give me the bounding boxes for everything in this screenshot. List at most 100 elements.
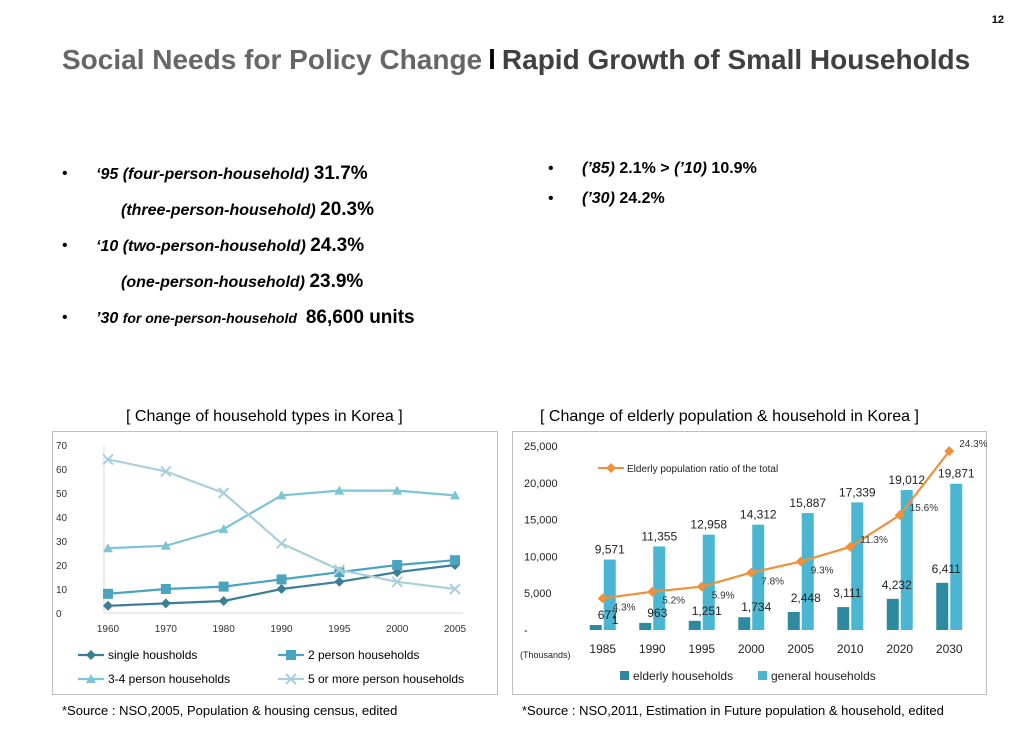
legend-item: Elderly population ratio of the total: [598, 463, 778, 475]
legend-marker: [86, 650, 96, 660]
legend-item: single housholds: [78, 648, 197, 662]
y-tick-label: 30: [56, 537, 68, 548]
bar-elderly-households: [639, 622, 652, 630]
bar-label-general: 11,355: [641, 529, 677, 543]
x-tick-label: 2030: [936, 642, 963, 656]
bar-label-elderly: 2,448: [791, 591, 821, 605]
title-separator: l: [488, 44, 496, 75]
data-point: [276, 574, 287, 585]
bar-general-households: [653, 546, 666, 630]
bullet-item: ‘95 (four-person-household) 31.7%: [62, 160, 415, 196]
data-point: [218, 581, 229, 592]
bar-label-general: 19,871: [938, 467, 975, 481]
bar-label-elderly: 963: [647, 606, 667, 620]
y-tick-label: 20: [56, 561, 68, 572]
bar-label-general: 17,339: [839, 485, 876, 499]
data-point: [160, 598, 171, 609]
bar-label-elderly: 4,232: [882, 578, 912, 592]
data-point: [944, 446, 955, 457]
bullet-item: (one-person-household) 23.9%: [121, 271, 364, 292]
x-tick-label: 1980: [213, 624, 236, 635]
x-tick-label: 1970: [155, 624, 178, 635]
data-point: [218, 596, 229, 606]
x-tick-label: 1960: [97, 624, 120, 635]
unit-label: (Thousands): [520, 650, 571, 660]
y-tick-label: 5,000: [524, 588, 552, 600]
data-point: [845, 541, 856, 552]
data-point: [647, 586, 658, 597]
ratio-label: 5.9%: [712, 591, 735, 602]
chart-title-left: [ Change of household types in Korea ]: [126, 408, 403, 425]
bar-label-general: 12,958: [690, 518, 727, 532]
series-line-elderly-ratio: [602, 450, 951, 600]
data-point: [102, 453, 114, 466]
legend-item: elderly households: [620, 669, 733, 683]
bar-general-households: [851, 502, 864, 630]
bar-label-general: 14,312: [740, 508, 777, 522]
y-tick-label: 15,000: [524, 515, 558, 527]
legend-item: 2 person households: [278, 648, 419, 662]
ratio-label: 9.3%: [811, 566, 834, 577]
bar-general-households: [900, 490, 913, 630]
bar-elderly-households: [688, 620, 701, 630]
bar-label-elderly: 6,411: [932, 562, 961, 576]
elderly-population-bar-chart: - 5,000 10,000 15,000 20,000 25,000 (Thousands…: [512, 431, 987, 695]
source-note-right: *Source : NSO,2011, Estimation in Future…: [522, 703, 944, 718]
legend-label: 5 or more person households: [308, 672, 464, 686]
x-tick-label: 2000: [386, 624, 409, 635]
data-point: [392, 485, 403, 495]
data-point: [103, 543, 113, 553]
bar-general-households: [801, 513, 814, 630]
legend-marker: [286, 650, 296, 660]
title-sub: Rapid Growth of Small Households: [501, 44, 971, 75]
legend-item: 3-4 person households: [78, 672, 230, 686]
bar-label-elderly: 677: [598, 608, 618, 622]
bar-label-general: 15,887: [789, 496, 826, 510]
x-tick-label: 2020: [886, 642, 913, 656]
title-main: Social Needs for Policy Change: [62, 44, 483, 75]
data-point: [276, 584, 287, 594]
chart-title-right: [ Change of elderly population & househo…: [540, 408, 919, 425]
bar-elderly-households: [738, 617, 751, 630]
x-tick-label: 2000: [738, 642, 765, 656]
data-point: [391, 576, 403, 588]
data-point: [746, 567, 757, 578]
page-number: 12: [991, 14, 1004, 26]
bar-elderly-households: [837, 607, 850, 630]
y-tick-label: 40: [56, 513, 68, 524]
x-tick-label: 1985: [589, 642, 616, 656]
bar-label-elderly: 1,251: [692, 604, 722, 618]
y-tick-label: 0: [56, 609, 62, 620]
bullet-item: (three-person-household) 20.3%: [121, 199, 374, 220]
legend-label: 2 person households: [308, 648, 419, 662]
ratio-label: 7.8%: [761, 577, 784, 588]
ratio-label: 4.3%: [613, 602, 636, 613]
x-tick-label: 1995: [688, 642, 715, 656]
data-point: [450, 555, 460, 566]
legend-label: single housholds: [108, 648, 197, 662]
y-tick-label: 25,000: [524, 441, 558, 453]
data-point: [160, 465, 172, 478]
extra-label: 1: [612, 613, 619, 627]
data-point: [276, 490, 287, 500]
bar-general-households: [603, 559, 616, 630]
data-point: [597, 593, 608, 604]
y-tick-label: -: [524, 625, 528, 637]
legend-item: general households: [758, 669, 876, 683]
legend-item: 5 or more person households: [278, 672, 464, 686]
data-point: [696, 581, 707, 592]
x-tick-label: 2010: [837, 642, 864, 656]
data-point: [103, 600, 113, 611]
bar-label-elderly: 1,734: [741, 600, 771, 614]
bullet-item: ‘10 (two-person-household) 24.3%: [62, 232, 415, 268]
household-types-line-chart: 0 10 20 30 40 50 60 70 1960 1970 1980 1990 1995 2000 2…: [52, 431, 498, 695]
data-point: [217, 487, 230, 499]
bar-label-elderly: 3,111: [833, 586, 862, 600]
data-point: [334, 576, 345, 587]
bar-general-households: [702, 534, 715, 630]
data-point: [275, 537, 288, 550]
bar-label-general: 9,571: [595, 543, 625, 557]
bar-elderly-households: [886, 598, 899, 630]
y-tick-label: 50: [56, 489, 68, 500]
bullet-item: ’30 for one-person-household 86,600 unit…: [62, 304, 415, 340]
